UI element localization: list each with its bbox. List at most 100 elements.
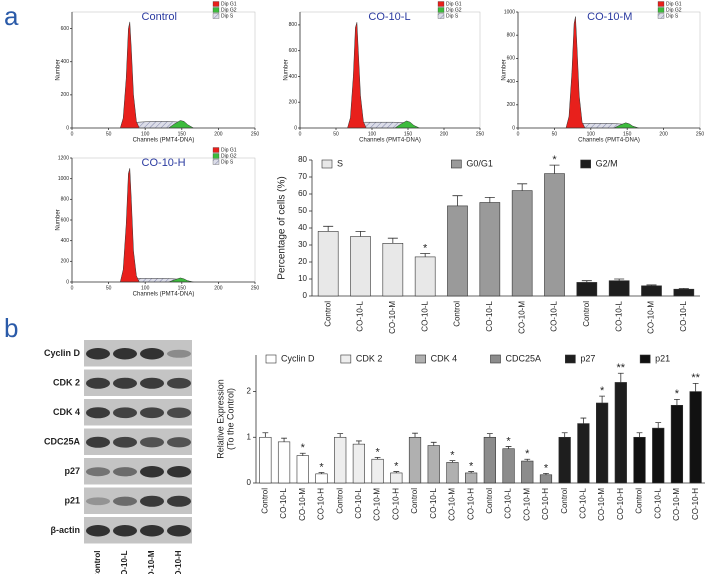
y-tick-label: 800	[289, 22, 298, 28]
error-bar	[617, 372, 624, 383]
significance: **	[617, 362, 626, 374]
legend-label: Dip S	[666, 13, 679, 19]
significance: *	[675, 388, 680, 400]
y-tick-label: 1000	[504, 9, 515, 15]
blot-band	[86, 436, 110, 448]
legend-swatch	[437, 7, 445, 13]
x-tick-label: Control	[635, 488, 644, 514]
legend-label: p27	[580, 353, 595, 363]
significance: *	[600, 385, 605, 397]
blot-band	[167, 349, 191, 358]
blot-band	[113, 377, 137, 389]
error-bar	[646, 284, 657, 286]
legend-label: CDK 4	[431, 353, 458, 363]
legend-label: Dip G1	[446, 1, 462, 7]
y-tick-label: 200	[61, 259, 70, 265]
error-bar	[692, 382, 699, 392]
y-tick-label: 70	[298, 172, 307, 181]
significance: *	[469, 460, 474, 472]
bar	[334, 436, 347, 484]
x-tick-label: 50	[106, 131, 112, 137]
bar	[352, 443, 365, 484]
x-tick-label: 200	[440, 131, 449, 137]
error-bar	[678, 287, 689, 290]
blot-band	[86, 377, 110, 389]
x-tick-label: 100	[368, 131, 377, 137]
error-bar	[561, 432, 568, 438]
x-tick-label: CO-10-M	[448, 488, 457, 521]
error-bar	[355, 440, 362, 445]
bar	[479, 202, 501, 297]
legend-swatch	[437, 1, 445, 7]
y-tick-label: 400	[507, 79, 516, 85]
x-tick-label: CO-10-H	[691, 488, 700, 520]
y-tick-label: 40	[298, 223, 307, 232]
chart-title: CO-10-H	[142, 157, 186, 169]
error-bar	[524, 458, 531, 462]
y-tick-label: 800	[507, 33, 516, 39]
x-tick-label: 150	[404, 131, 413, 137]
bar	[502, 448, 515, 484]
blot-band	[113, 348, 137, 360]
y-tick-label: 200	[61, 92, 70, 98]
blot-band	[113, 496, 137, 506]
error-bar	[420, 253, 431, 257]
error-bar	[299, 452, 306, 456]
y-tick-label: 10	[298, 274, 307, 283]
legend-swatch	[212, 13, 220, 19]
x-tick-label: CO-10-L	[485, 300, 494, 331]
x-tick-label: 50	[333, 131, 339, 137]
error-bar	[452, 195, 463, 206]
y-tick-label: 0	[247, 478, 252, 487]
legend-label: CDK 2	[356, 353, 383, 363]
x-tick-label: CO-10-H	[391, 488, 400, 520]
legend-swatch	[212, 1, 220, 7]
x-tick-label: Control	[335, 488, 344, 514]
error-bar	[281, 437, 287, 442]
bar	[596, 402, 609, 484]
error-bar	[393, 471, 400, 473]
x-tick-label: 200	[214, 131, 223, 137]
error-bar	[636, 432, 643, 438]
x-tick-label: Control	[560, 488, 569, 514]
blot-band	[140, 377, 164, 389]
bar	[382, 243, 404, 297]
legend-swatch	[657, 7, 665, 13]
bar	[670, 404, 684, 484]
x-tick-label: 100	[587, 131, 596, 137]
y-tick-label: 600	[507, 56, 516, 62]
x-tick-label: Control	[485, 488, 494, 514]
error-bar	[484, 197, 495, 203]
legend-label: Dip G1	[666, 1, 682, 7]
blot-band	[140, 466, 164, 478]
histogram-area	[565, 16, 586, 129]
error-bar	[412, 432, 418, 438]
histogram-area	[394, 120, 420, 129]
x-tick-label: Control	[453, 301, 462, 327]
y-tick-label: 0	[512, 125, 515, 131]
x-tick-label: CO-10-L	[653, 487, 662, 518]
x-tick-label: 50	[106, 285, 112, 291]
histogram-area	[120, 168, 140, 283]
x-tick-label: 250	[476, 131, 485, 137]
x-tick-label: CO-10-L	[420, 300, 429, 331]
x-tick-label: 0	[71, 285, 74, 291]
bar	[317, 231, 339, 297]
error-bar	[505, 446, 512, 449]
x-axis-label: Channels (PMT4-DNA)	[133, 292, 195, 298]
legend-label: Dip G2	[446, 7, 462, 13]
legend-label: Dip S	[221, 159, 234, 165]
blot-band	[140, 495, 164, 507]
x-tick-label: 250	[251, 131, 260, 137]
blot-band	[113, 407, 137, 419]
x-tick-label: CO-10-H	[616, 488, 625, 520]
y-tick-label: 400	[61, 238, 70, 244]
bar	[483, 436, 496, 484]
x-tick-label: CO-10-L	[579, 487, 588, 518]
y-tick-label: 50	[298, 206, 307, 215]
blot-band	[167, 495, 191, 507]
legend-swatch	[490, 354, 501, 364]
blot-band	[113, 436, 137, 448]
x-tick-label: CO-10-M	[672, 488, 681, 521]
